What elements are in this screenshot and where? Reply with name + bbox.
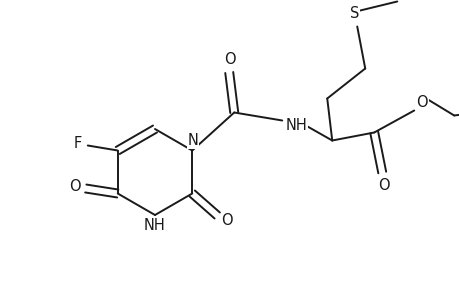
Text: S: S bbox=[349, 6, 358, 21]
Text: O: O bbox=[378, 178, 389, 193]
Text: F: F bbox=[73, 136, 82, 151]
Text: O: O bbox=[224, 52, 235, 67]
Text: NH: NH bbox=[285, 118, 307, 133]
Text: O: O bbox=[69, 179, 80, 194]
Text: O: O bbox=[221, 213, 233, 228]
Text: O: O bbox=[415, 95, 427, 110]
Text: NH: NH bbox=[144, 218, 166, 233]
Text: N: N bbox=[187, 133, 198, 148]
